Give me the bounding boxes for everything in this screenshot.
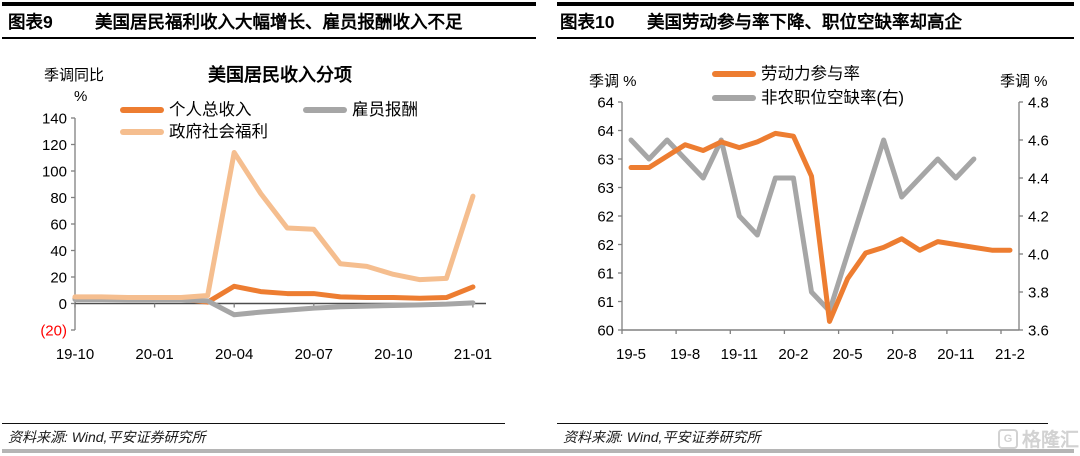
svg-text:20-01: 20-01 bbox=[135, 346, 173, 363]
svg-text:64: 64 bbox=[597, 123, 614, 140]
svg-text:100: 100 bbox=[42, 164, 67, 181]
legend-item-gov-welfare: 政府社会福利 bbox=[120, 122, 268, 142]
svg-text:21-2: 21-2 bbox=[995, 346, 1025, 363]
svg-text:19-5: 19-5 bbox=[616, 346, 646, 363]
source-top-rule bbox=[557, 423, 1048, 424]
gelonghui-logo-text: 格隆汇 bbox=[1022, 430, 1080, 451]
svg-text:0: 0 bbox=[59, 296, 67, 313]
legend-item-job-openings-rate: 非农职位空缺率(右) bbox=[712, 88, 904, 108]
legend-item-personal-income: 个人总收入 bbox=[120, 100, 252, 120]
svg-text:61: 61 bbox=[597, 266, 614, 283]
footer-rule bbox=[2, 449, 1074, 453]
panel-top-rule bbox=[2, 2, 536, 6]
svg-text:20-10: 20-10 bbox=[374, 346, 412, 363]
legend-swatch-orange bbox=[120, 107, 164, 113]
svg-text:20: 20 bbox=[50, 270, 67, 287]
header-underline bbox=[2, 37, 536, 39]
legend-swatch-gray bbox=[303, 107, 347, 113]
legend-label: 劳动力参与率 bbox=[761, 65, 860, 83]
svg-text:20-04: 20-04 bbox=[215, 346, 253, 363]
legend-label: 政府社会福利 bbox=[169, 123, 268, 141]
svg-text:62: 62 bbox=[597, 237, 614, 254]
svg-text:19-8: 19-8 bbox=[670, 346, 700, 363]
svg-text:19-11: 19-11 bbox=[721, 346, 758, 363]
svg-text:20-2: 20-2 bbox=[778, 346, 808, 363]
svg-text:4.0: 4.0 bbox=[1028, 247, 1049, 264]
header-underline bbox=[557, 37, 1074, 39]
svg-text:63: 63 bbox=[597, 180, 614, 197]
svg-text:20-11: 20-11 bbox=[937, 346, 974, 363]
svg-text:(20): (20) bbox=[40, 323, 67, 340]
figure-number: 图表10 bbox=[560, 12, 615, 32]
legend-item-employee-comp: 雇员报酬 bbox=[303, 100, 418, 120]
svg-text:40: 40 bbox=[50, 243, 67, 260]
y-axis-percent-label: % bbox=[74, 88, 88, 105]
panel-header: 图表9 美国居民福利收入大幅增长、雇员报酬收入不足 bbox=[8, 11, 536, 33]
svg-text:80: 80 bbox=[50, 190, 67, 207]
svg-text:20-5: 20-5 bbox=[833, 346, 863, 363]
legend-label: 非农职位空缺率(右) bbox=[761, 89, 904, 107]
svg-text:64: 64 bbox=[597, 95, 614, 112]
svg-text:4.8: 4.8 bbox=[1028, 95, 1049, 112]
svg-text:60: 60 bbox=[597, 323, 614, 340]
svg-text:21-01: 21-01 bbox=[454, 346, 492, 363]
svg-text:140: 140 bbox=[42, 111, 67, 128]
gelonghui-watermark: G 格隆汇 bbox=[998, 425, 1079, 452]
svg-text:4.6: 4.6 bbox=[1028, 133, 1049, 150]
svg-text:20-8: 20-8 bbox=[887, 346, 917, 363]
svg-text:62: 62 bbox=[597, 209, 614, 226]
svg-text:120: 120 bbox=[42, 137, 67, 154]
svg-text:4.2: 4.2 bbox=[1028, 209, 1049, 226]
svg-text:3.8: 3.8 bbox=[1028, 285, 1049, 302]
panel-header: 图表10 美国劳动参与率下降、职位空缺率却高企 bbox=[560, 11, 1074, 33]
svg-text:20-07: 20-07 bbox=[295, 346, 333, 363]
legend-swatch-light-orange bbox=[120, 129, 164, 135]
source-note: 资料来源: Wind,平安证券研究所 bbox=[8, 429, 206, 445]
legend-swatch-gray bbox=[712, 95, 756, 101]
figure-title: 美国劳动参与率下降、职位空缺率却高企 bbox=[647, 12, 962, 32]
svg-text:19-10: 19-10 bbox=[56, 346, 94, 363]
svg-text:61: 61 bbox=[597, 294, 614, 311]
legend-item-participation-rate: 劳动力参与率 bbox=[712, 64, 860, 84]
legend-label: 个人总收入 bbox=[169, 101, 252, 119]
gelonghui-logo-icon: G bbox=[998, 428, 1018, 449]
figure-number: 图表9 bbox=[8, 12, 53, 32]
panel-top-rule bbox=[557, 2, 1074, 6]
figure-title: 美国居民福利收入大幅增长、雇员报酬收入不足 bbox=[95, 12, 463, 32]
svg-text:60: 60 bbox=[50, 217, 67, 234]
left-axis-unit-label: 季调 % bbox=[589, 73, 637, 90]
source-note: 资料来源: Wind,平安证券研究所 bbox=[563, 429, 761, 445]
y-axis-unit-label: 季调同比 bbox=[44, 67, 105, 84]
svg-text:4.4: 4.4 bbox=[1028, 171, 1049, 188]
legend-label: 雇员报酬 bbox=[352, 101, 418, 119]
right-axis-unit-label: 季调 % bbox=[1000, 73, 1048, 90]
chart-title: 美国居民收入分项 bbox=[208, 65, 352, 85]
svg-text:3.6: 3.6 bbox=[1028, 323, 1049, 340]
legend-swatch-orange bbox=[712, 71, 756, 77]
source-top-rule bbox=[2, 423, 505, 424]
svg-text:63: 63 bbox=[597, 152, 614, 169]
